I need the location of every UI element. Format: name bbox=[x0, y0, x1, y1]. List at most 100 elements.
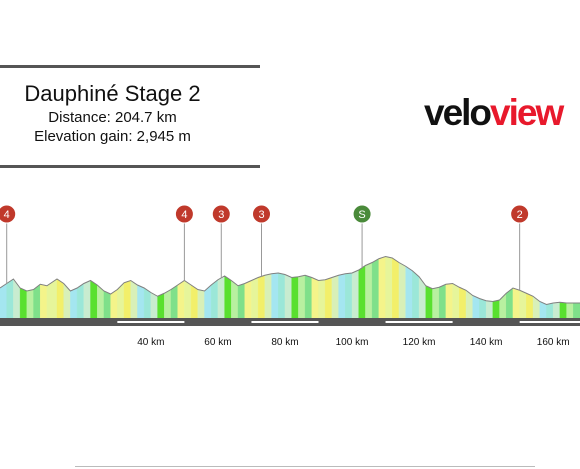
profile-segment bbox=[137, 284, 145, 319]
bottom-divider bbox=[0, 165, 260, 168]
profile-segment bbox=[573, 302, 580, 319]
profile-segment bbox=[472, 295, 480, 319]
profile-segment bbox=[365, 262, 373, 319]
sprint-marker bbox=[352, 204, 372, 224]
elevation-gain-text: Elevation gain: 2,945 m bbox=[34, 128, 191, 145]
profile-segment bbox=[492, 299, 500, 319]
x-tick-label: 140 km bbox=[470, 337, 503, 348]
profile-segment bbox=[164, 289, 172, 319]
profile-segment bbox=[445, 283, 453, 319]
x-tick-label: 160 km bbox=[537, 337, 570, 348]
profile-segment bbox=[264, 273, 272, 319]
profile-segment bbox=[197, 289, 205, 319]
profile-segment bbox=[63, 282, 71, 319]
climb-category-marker bbox=[174, 204, 194, 224]
profile-segment bbox=[351, 269, 359, 319]
marker-label: 4 bbox=[181, 209, 187, 221]
road-dash bbox=[117, 321, 185, 323]
profile-segment bbox=[157, 292, 165, 319]
profile-segment bbox=[123, 280, 131, 319]
profile-segment bbox=[26, 289, 34, 319]
profile-segment bbox=[432, 287, 440, 319]
profile-segment bbox=[438, 283, 447, 319]
profile-segment bbox=[231, 280, 239, 319]
road-dash bbox=[251, 321, 319, 323]
profile-segment bbox=[278, 272, 286, 319]
profile-segment bbox=[76, 283, 85, 319]
profile-segment bbox=[251, 277, 259, 319]
profile-segment bbox=[452, 283, 460, 319]
profile-segment bbox=[566, 302, 574, 319]
profile-segment bbox=[559, 302, 567, 319]
profile-segment bbox=[298, 275, 306, 319]
profile-segment bbox=[244, 280, 252, 319]
marker-label: S bbox=[358, 209, 365, 221]
profile-segment bbox=[130, 280, 138, 319]
profile-segment bbox=[237, 283, 245, 319]
marker-label: 2 bbox=[517, 209, 523, 221]
road-dash bbox=[385, 321, 453, 323]
profile-segment bbox=[83, 280, 91, 319]
climb-category-marker bbox=[0, 204, 17, 224]
top-divider bbox=[0, 65, 260, 68]
elevation-profile-chart: 4 4 3 3 S 2 40 km 60 km 80 km 100 km 120 km 140 km… bbox=[0, 204, 580, 348]
climb-category-marker bbox=[211, 204, 231, 224]
profile-segment bbox=[184, 280, 192, 319]
profile-segment bbox=[526, 292, 534, 319]
profile-segment bbox=[103, 290, 111, 319]
profile-segment bbox=[485, 300, 494, 319]
x-tick-label: 60 km bbox=[204, 337, 231, 348]
profile-segment bbox=[70, 287, 78, 319]
profile-segment bbox=[19, 287, 28, 319]
profile-segment bbox=[318, 279, 326, 319]
profile-segment bbox=[479, 298, 487, 319]
profile-segment bbox=[13, 278, 21, 319]
profile-segment bbox=[398, 262, 406, 319]
footer-line bbox=[75, 466, 535, 467]
stage-title: Dauphiné Stage 2 bbox=[24, 81, 201, 106]
road-dash bbox=[519, 321, 580, 323]
climb-category-marker bbox=[510, 204, 530, 224]
profile-segment bbox=[338, 273, 346, 319]
profile-segment bbox=[190, 284, 199, 319]
marker-label: 4 bbox=[4, 209, 10, 221]
x-tick-label: 120 km bbox=[403, 337, 436, 348]
profile-segment bbox=[211, 279, 219, 319]
distance-text: Distance: 204.7 km bbox=[48, 109, 177, 126]
profile-segment bbox=[0, 283, 7, 319]
profile-segment bbox=[271, 272, 279, 319]
x-tick-label: 100 km bbox=[336, 337, 369, 348]
logo-velo-text: velo bbox=[424, 92, 492, 133]
profile-segment bbox=[392, 257, 400, 319]
profile-segment bbox=[291, 276, 299, 319]
profile-segment bbox=[512, 287, 520, 319]
profile-outline bbox=[0, 255, 580, 306]
profile-segment bbox=[552, 302, 561, 319]
road-dashes bbox=[117, 321, 580, 323]
profile-segment bbox=[217, 275, 225, 319]
profile-segment bbox=[257, 274, 266, 319]
x-axis-ticks: 40 km 60 km 80 km 100 km 120 km 140 km 160 km bbox=[137, 337, 569, 348]
profile-segment bbox=[331, 274, 339, 319]
x-tick-label: 80 km bbox=[271, 337, 298, 348]
profile-segment bbox=[371, 258, 380, 319]
profile-segment bbox=[358, 265, 366, 319]
profile-segment bbox=[345, 272, 353, 319]
profile-segment bbox=[546, 302, 554, 319]
profile-segment bbox=[412, 270, 420, 319]
logo-view-text: view bbox=[490, 92, 564, 133]
profile-segment bbox=[150, 292, 158, 319]
climb-category-marker bbox=[252, 204, 272, 224]
profile-segment bbox=[143, 287, 152, 319]
profile-segment bbox=[459, 286, 467, 319]
climb-markers: 4 4 3 3 S 2 bbox=[0, 204, 530, 291]
profile-segment bbox=[304, 274, 312, 319]
profile-segment bbox=[224, 275, 232, 319]
stage-info-box: Dauphiné Stage 2 Distance: 204.7 km Elev… bbox=[0, 65, 262, 168]
profile-segment bbox=[56, 278, 64, 319]
profile-segment bbox=[405, 265, 413, 319]
profile-segment bbox=[177, 280, 185, 319]
profile-segment bbox=[519, 289, 527, 319]
profile-segment bbox=[284, 274, 292, 319]
x-tick-label: 40 km bbox=[137, 337, 164, 348]
